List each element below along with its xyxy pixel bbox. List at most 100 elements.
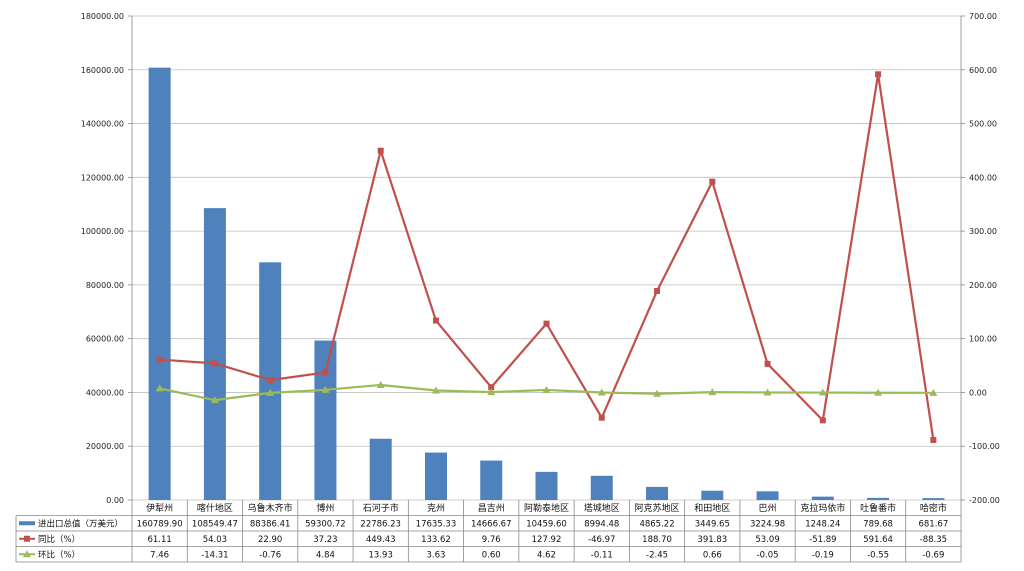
legend-series-name: 同比（%） [38,534,80,545]
table-cell: -0.05 [757,550,779,560]
category-label: 伊犁州 [146,502,173,514]
left-tick-label: 180000.00 [81,12,124,21]
table-cell: 0.60 [482,550,501,560]
point-marker [210,396,219,404]
point-marker [764,360,771,367]
left-tick-label: 120000.00 [81,173,124,182]
left-tick-label: 20000.00 [86,442,124,451]
table-cell: 160789.90 [137,519,183,529]
category-label: 博州 [316,502,334,514]
table-cell: 391.83 [697,535,727,545]
bar [590,475,613,500]
table-cell: 133.62 [421,535,451,545]
legend-series-name: 进出口总值（万美元） [38,518,123,529]
table-cell: -0.11 [591,550,613,560]
bar [867,497,890,500]
right-tick-label: 200.00 [969,281,997,290]
legend-key [19,521,35,526]
category-label: 吐鲁番市 [860,502,896,514]
left-tick-label: 100000.00 [81,227,124,236]
legend-key-marker [24,535,30,542]
left-tick-label: 60000.00 [86,335,124,344]
left-tick-label: 160000.00 [81,66,124,75]
bar [480,460,503,500]
category-label: 克州 [427,503,445,514]
right-tick-label: 600.00 [969,66,997,75]
table-cell: 4865.22 [639,519,674,529]
table-cell: 88386.41 [250,519,291,529]
point-marker [875,71,882,78]
point-marker [431,386,440,394]
data-table: 伊犁州 喀什地区 乌鲁木齐市 博州 石河子市 克州 昌吉州 阿勒泰地区 塔城地区 阿克苏地区 和田地… [15,500,962,563]
legend-key-marker [23,550,31,558]
table-cell: 14666.67 [471,519,512,529]
point-marker [819,417,826,424]
category-label: 巴州 [759,503,777,514]
point-marker [377,147,384,154]
table-cell: 681.67 [918,519,948,529]
table-cell: 54.03 [203,535,227,545]
category-label: 塔城地区 [584,502,620,514]
table-cell: 22.90 [258,535,282,545]
table-cell: 37.23 [313,535,337,545]
table-cell: -14.31 [201,550,228,560]
table-cell: 13.93 [369,550,393,560]
table-cell: 4.62 [537,550,556,560]
table-cell: -0.19 [812,550,834,560]
table-cell: -2.45 [646,550,668,560]
point-marker [267,377,274,384]
point-marker [708,388,717,396]
table-cell: 108549.47 [192,519,238,529]
left-axis-ticks: 0.00 20000.00 40000.00 60000.00 80000.00 1000… [81,12,132,505]
table-cell: 7.46 [150,550,169,560]
point-marker [266,388,275,396]
point-marker [597,388,606,396]
table-cell: -51.89 [809,535,836,545]
point-marker [376,380,385,388]
bar [756,491,779,500]
table-cell: 789.68 [863,519,893,529]
table-cell: 10459.60 [526,519,567,529]
point-marker [156,356,163,363]
right-tick-label: 0.00 [969,388,987,397]
bar [424,452,447,500]
gridlines [131,15,962,501]
table-cell: 449.43 [366,535,396,545]
point-marker [543,320,550,327]
point-marker [818,388,827,396]
table-cell: 4.84 [316,550,335,560]
left-tick-label: 40000.00 [86,388,124,397]
table-cell: -0.69 [922,550,944,560]
table-cell: 9.76 [482,535,501,545]
bar [535,471,558,500]
table-cell: 127.92 [532,535,562,545]
category-label: 阿克苏地区 [635,502,680,514]
table-cell: 8994.48 [584,519,619,529]
right-tick-label: 400.00 [969,173,997,182]
category-label: 阿勒泰地区 [524,502,569,514]
point-marker [155,384,164,392]
category-label: 喀什地区 [197,502,233,514]
bar [369,438,392,500]
category-label: 哈密市 [920,502,947,514]
point-marker [654,287,661,294]
point-marker [930,436,937,443]
bar-series [148,67,945,501]
category-label: 和田地区 [694,502,730,514]
bar [922,498,945,500]
right-tick-label: 500.00 [969,120,997,129]
point-marker [488,384,495,391]
point-marker [653,389,662,397]
bar [314,340,337,500]
point-marker [763,388,772,396]
right-tick-label: -100.00 [969,442,1000,451]
table-cell: 188.70 [642,535,672,545]
point-marker [322,369,329,376]
table-cell: 61.11 [147,535,171,545]
category-label: 乌鲁木齐市 [248,502,293,514]
table-cell: 59300.72 [305,519,346,529]
table-cell: 22786.23 [360,519,401,529]
table-cell: 3224.98 [750,519,785,529]
